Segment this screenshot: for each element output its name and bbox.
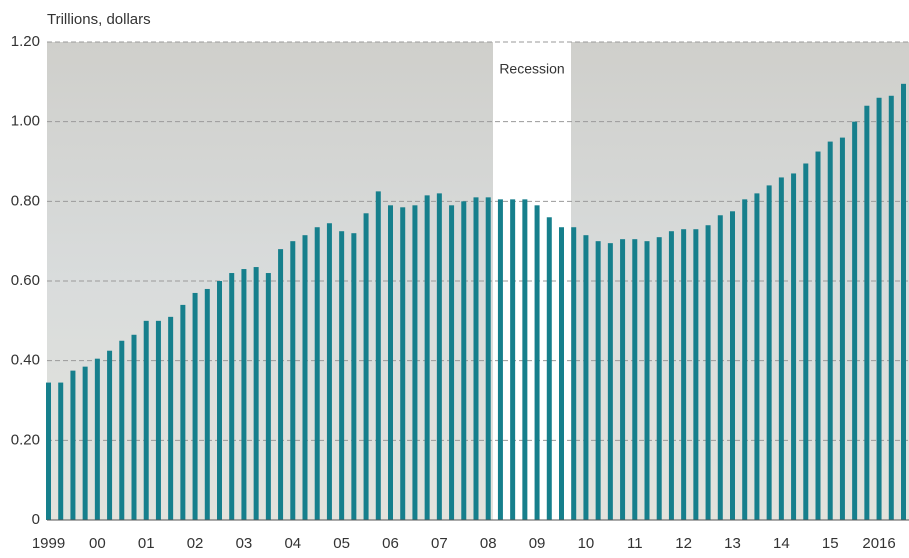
bar [364,213,369,520]
x-tick-label: 01 [138,535,155,552]
bar [437,193,442,520]
bar [303,235,308,520]
bar [901,84,906,520]
bar [132,335,137,520]
x-tick-label: 02 [187,535,204,552]
bar [535,205,540,520]
bar [864,106,869,520]
x-tick-label: 08 [480,535,497,552]
bar [266,273,271,520]
y-tick-label: 0.20 [11,431,40,448]
bar [754,193,759,520]
bar [58,383,63,520]
bar [596,241,601,520]
bar [474,197,479,520]
bar [498,199,503,520]
axis-title: Trillions, dollars [47,11,151,28]
x-tick-label: 14 [773,535,790,552]
y-tick-label: 1.20 [11,33,40,50]
bar [877,98,882,520]
bar [144,321,149,520]
y-tick-label: 0 [32,511,40,528]
recession-label: Recession [499,61,564,77]
y-tick-label: 0.40 [11,352,40,369]
bar [620,239,625,520]
bar [730,211,735,520]
bar [327,223,332,520]
bar [657,237,662,520]
bar [583,235,588,520]
bar [278,249,283,520]
bar [547,217,552,520]
bar [828,142,833,520]
chart: Recession Trillions, dollars 0 0.20 0.40 0.… [0,0,909,553]
bar [791,173,796,520]
bar [852,122,857,520]
bar [742,199,747,520]
bar [315,227,320,520]
x-tick-label: 10 [578,535,595,552]
y-tick-label: 0.80 [11,192,40,209]
x-tick-label: 05 [333,535,350,552]
x-tick-label: 06 [382,535,399,552]
bar [816,152,821,520]
bar [70,371,75,520]
bar [290,241,295,520]
bar [95,359,100,520]
bar [412,205,417,520]
bar [681,229,686,520]
bar [718,215,723,520]
x-tick-label: 09 [529,535,546,552]
bar [522,199,527,520]
bar [83,367,88,520]
bar [571,227,576,520]
bar [254,267,259,520]
x-tick-label: 03 [236,535,253,552]
bar [767,185,772,520]
bar [339,231,344,520]
bar [119,341,124,520]
bar [229,273,234,520]
x-tick-label: 04 [284,535,301,552]
bar [351,233,356,520]
bar [46,383,51,520]
bar [693,229,698,520]
bar [510,199,515,520]
bar [645,241,650,520]
bar [632,239,637,520]
bar [608,243,613,520]
x-tick-label: 15 [822,535,839,552]
bar [400,207,405,520]
bar [425,195,430,520]
bar [388,205,393,520]
bar [461,201,466,520]
bar [559,227,564,520]
y-tick-label: 1.00 [11,113,40,130]
x-tick-label: 00 [89,535,106,552]
x-tick-label: 2016 [862,535,895,552]
x-tick-label: 12 [675,535,692,552]
bar [486,197,491,520]
bar [803,163,808,520]
bar [889,96,894,520]
bar [180,305,185,520]
y-tick-label: 0.60 [11,272,40,289]
bar [168,317,173,520]
bar [107,351,112,520]
bar [449,205,454,520]
bar [156,321,161,520]
x-tick-label: 13 [724,535,741,552]
bar [669,231,674,520]
bar [779,177,784,520]
bar [706,225,711,520]
bar [205,289,210,520]
bar [241,269,246,520]
x-tick-label: 11 [627,535,643,552]
bar [840,138,845,520]
bar [193,293,198,520]
x-tick-label: 1999 [32,535,65,552]
bar [376,191,381,520]
x-tick-label: 07 [431,535,448,552]
bar [217,281,222,520]
